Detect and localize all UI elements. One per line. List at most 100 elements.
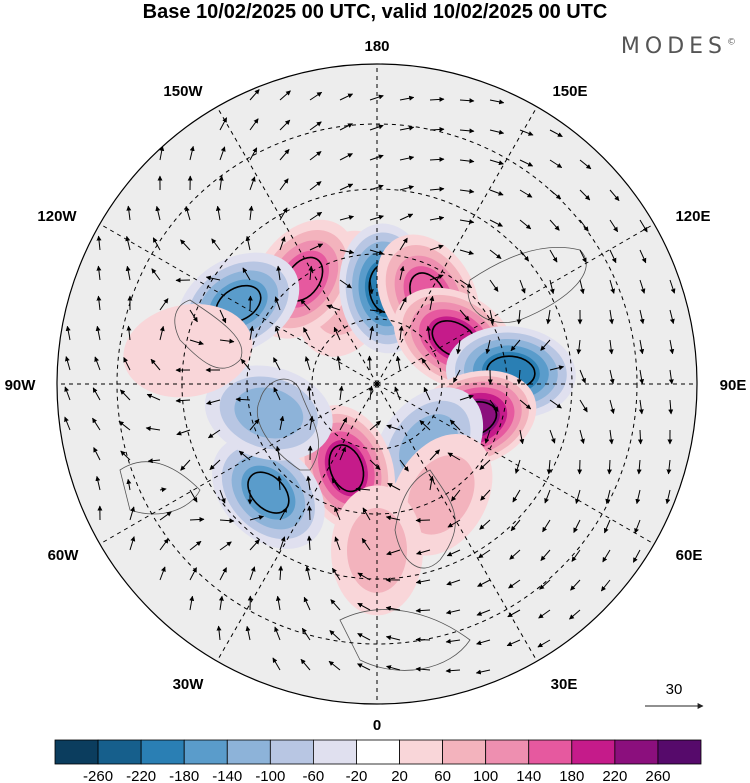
colorbar-swatch	[614, 739, 659, 765]
map-title: Base 10/02/2025 00 UTC, valid 10/02/2025…	[142, 1, 608, 23]
streamline-contour	[328, 444, 365, 493]
wind-vector	[605, 489, 611, 505]
wind-vector	[512, 489, 521, 503]
wind-vector	[429, 96, 445, 102]
wind-vector	[485, 339, 491, 355]
wind-vector	[459, 219, 475, 225]
colorbar-tick-label: 260	[645, 768, 670, 783]
wind-vector	[394, 386, 401, 401]
wind-vector	[445, 609, 461, 615]
colorbar-swatch	[442, 739, 487, 765]
wind-vector	[447, 452, 461, 461]
wind-vector	[459, 128, 475, 134]
wind-vector	[386, 424, 401, 431]
wind-vector	[369, 325, 375, 341]
label-150e: 150E	[552, 83, 587, 100]
wind-vector	[609, 219, 619, 233]
wind-vector	[367, 355, 373, 371]
wind-vector	[180, 239, 191, 251]
wind-vector	[668, 369, 674, 385]
wind-vector	[219, 338, 235, 344]
wind-vector	[459, 249, 474, 256]
colorbar-tick-label: -60	[303, 768, 325, 783]
wind-vector	[549, 159, 563, 169]
wind-vector	[189, 145, 195, 161]
meridian-line	[99, 223, 378, 385]
wind-vector	[549, 279, 555, 295]
wind-vector	[519, 159, 534, 167]
vector-reference: 30	[645, 681, 704, 709]
label-90e: 90E	[720, 377, 747, 394]
wind-vector	[635, 489, 641, 505]
wind-vector	[639, 339, 645, 355]
wind-vector	[423, 386, 431, 401]
wind-vector	[386, 665, 401, 671]
wind-vector	[125, 265, 131, 281]
wind-vector	[339, 215, 355, 221]
wind-vector	[489, 129, 505, 135]
wind-vector	[123, 357, 131, 371]
colorbar-tick-label: -100	[255, 768, 285, 783]
meridian-line	[376, 383, 538, 662]
wind-vector	[272, 657, 281, 671]
wind-vector	[357, 632, 371, 641]
wind-vector	[609, 189, 620, 202]
colorbar-tick-label: 180	[559, 768, 584, 783]
wind-vector	[339, 153, 353, 161]
wind-vector	[638, 399, 644, 415]
wind-vector	[603, 519, 611, 534]
wind-vector	[180, 459, 191, 471]
wind-vector	[279, 207, 288, 221]
wind-vector	[93, 447, 101, 461]
wind-vector	[399, 265, 405, 281]
wind-vector	[326, 304, 341, 311]
wind-vector	[386, 549, 401, 556]
wind-vector	[510, 519, 521, 532]
wind-vector	[368, 279, 374, 295]
wind-vector	[479, 519, 491, 530]
wind-vector	[459, 394, 474, 401]
wind-vector	[476, 609, 491, 616]
wind-vector	[669, 309, 675, 325]
wind-vector	[219, 489, 226, 504]
wind-vector	[421, 358, 431, 371]
wind-vector	[489, 159, 504, 166]
wind-vector	[429, 244, 444, 251]
wind-vector	[639, 309, 645, 325]
wind-vector	[211, 238, 221, 251]
wind-vector	[639, 249, 647, 264]
wind-vector	[369, 249, 384, 256]
wind-vector	[215, 205, 221, 221]
meridian-line	[376, 223, 655, 385]
meridian-line	[216, 106, 378, 385]
wind-vector	[476, 639, 491, 646]
wind-vector	[459, 279, 473, 289]
wind-vector	[609, 249, 617, 264]
wind-vector	[369, 214, 384, 221]
wind-vector	[309, 121, 322, 131]
wind-vector	[306, 385, 312, 401]
wind-vector	[399, 95, 415, 101]
map-disc	[57, 64, 697, 704]
greenland-coast	[257, 378, 319, 471]
wind-vector	[330, 599, 341, 611]
wind-vector	[445, 638, 461, 644]
wind-vector	[219, 309, 227, 324]
wind-vector	[429, 186, 445, 192]
wind-vector	[159, 487, 167, 493]
wind-vector	[189, 309, 198, 323]
wind-vector	[516, 369, 522, 385]
wind-vector	[549, 365, 565, 371]
wind-vector	[489, 189, 504, 196]
wind-vector	[489, 399, 499, 412]
wind-vector	[579, 369, 586, 384]
wind-vector	[507, 609, 521, 618]
colorbar-swatch	[183, 739, 228, 765]
wind-vector	[579, 159, 592, 170]
wind-vector	[385, 605, 401, 611]
wind-vector	[147, 458, 161, 464]
wind-vector	[446, 549, 461, 557]
wind-vector	[306, 535, 312, 551]
wind-vector	[459, 309, 470, 321]
wind-vector	[339, 93, 354, 101]
